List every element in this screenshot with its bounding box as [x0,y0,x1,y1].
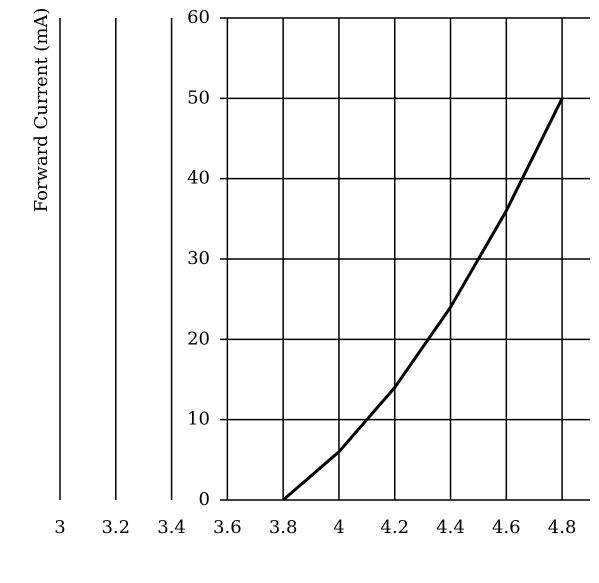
y-tick-label: 60 [187,7,210,28]
x-tick-label: 4 [333,517,344,538]
x-tick-label: 3.2 [101,517,130,538]
x-tick-label: 3.4 [157,517,186,538]
x-tick-label: 3.8 [269,517,298,538]
y-tick-label: 10 [187,409,210,430]
x-tick-label: 3 [54,517,65,538]
x-tick-label: 4.4 [436,517,465,538]
y-tick-label: 40 [187,168,210,189]
y-tick-label: 20 [187,328,210,349]
y-axis-title: Forward Current (mA) [31,8,52,213]
x-tick-label: 4.6 [492,517,521,538]
x-tick-label: 3.6 [213,517,242,538]
page: Forward Current (mA) 0 10 20 30 40 50 60 3 3.2 3.… [0,0,599,583]
y-tick-label: 0 [199,489,210,510]
chart: Forward Current (mA) 0 10 20 30 40 50 60 3 3.2 3.… [0,0,599,583]
x-tick-label: 4.2 [380,517,409,538]
y-tick-label: 50 [187,87,210,108]
background [0,0,599,583]
y-tick-label: 30 [187,248,210,269]
x-tick-label: 4.8 [548,517,577,538]
